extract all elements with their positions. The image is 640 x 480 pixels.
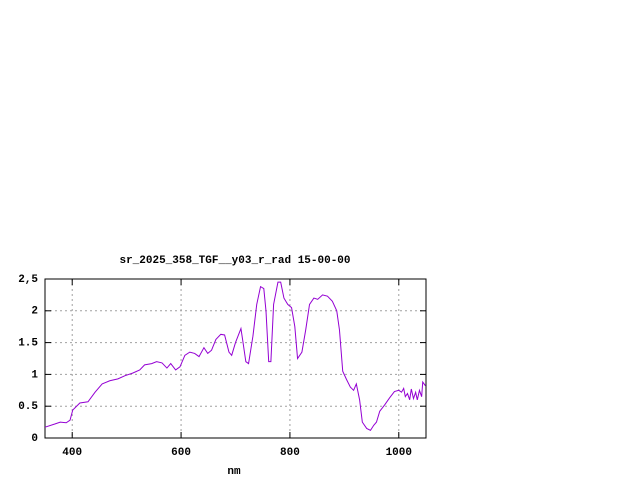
plot-border bbox=[44, 278, 427, 439]
y-tick-label: 0 bbox=[31, 433, 38, 445]
x-tick-label: 400 bbox=[62, 447, 82, 459]
chart-title: sr_2025_358_TGF__y03_r_rad 15-00-00 bbox=[119, 255, 350, 267]
y-tick-label: 0.5 bbox=[18, 401, 38, 413]
data-line bbox=[44, 281, 426, 432]
x-tick-label: 1000 bbox=[386, 447, 412, 459]
y-tick-label: 1.5 bbox=[18, 338, 38, 350]
y-tick-label: 2 bbox=[31, 306, 38, 318]
x-axis-label: nm bbox=[227, 466, 241, 478]
y-tick-label: 1 bbox=[31, 369, 38, 381]
x-tick-label: 800 bbox=[280, 447, 300, 459]
y-tick-label: 2,5 bbox=[18, 274, 38, 286]
x-tick-label: 600 bbox=[171, 447, 191, 459]
